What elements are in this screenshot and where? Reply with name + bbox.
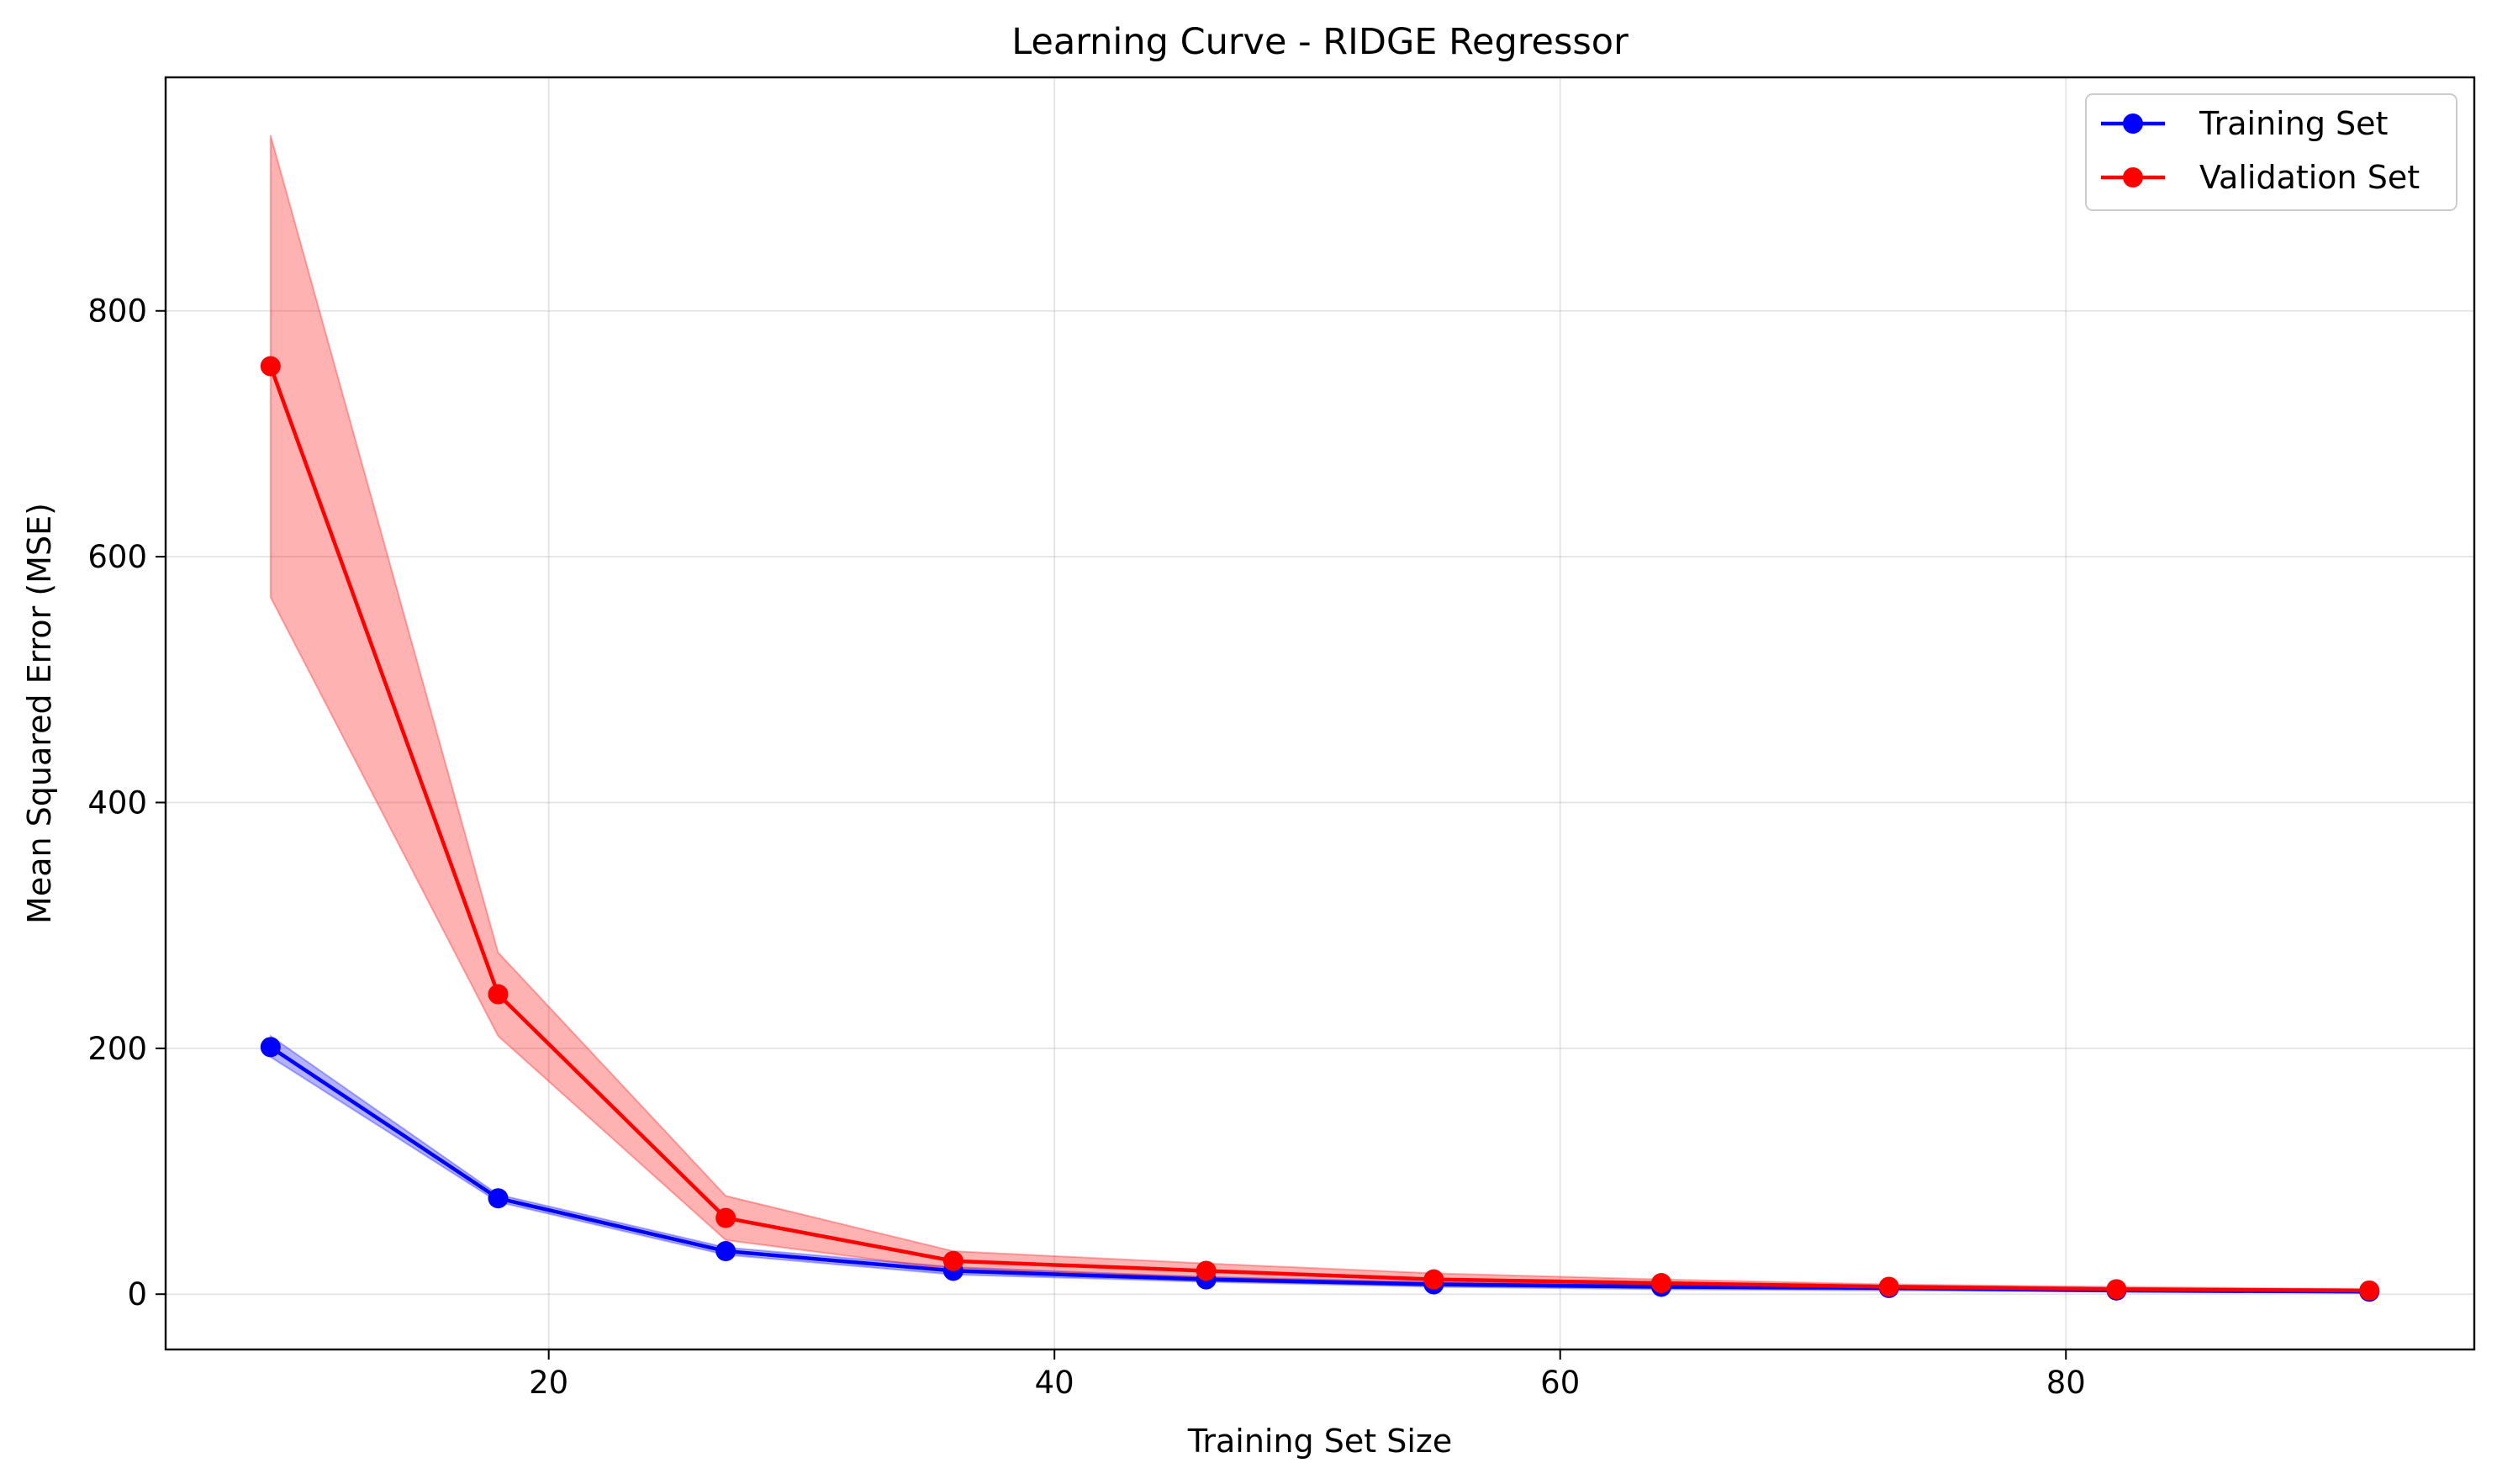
x-tick-label: 40 bbox=[1035, 1365, 1074, 1401]
grid bbox=[166, 77, 2474, 1349]
legend-validation-set-label: Validation Set bbox=[2199, 159, 2420, 196]
validation-set-point bbox=[942, 1250, 963, 1271]
validation-set-point bbox=[488, 984, 509, 1005]
legend-box bbox=[2085, 93, 2457, 211]
training-set-point bbox=[715, 1241, 736, 1262]
training-set-point bbox=[260, 1037, 281, 1058]
x-tick-label: 20 bbox=[529, 1365, 568, 1401]
validation-set-point bbox=[1196, 1260, 1217, 1281]
validation-set-point bbox=[1651, 1273, 1672, 1294]
validation-set-point bbox=[715, 1207, 736, 1228]
validation-set-line bbox=[268, 364, 2372, 1293]
legend-training-set-label: Training Set bbox=[2199, 105, 2388, 142]
training-set-point bbox=[488, 1188, 509, 1209]
validation-set-point bbox=[1878, 1276, 1899, 1297]
validation-set-point bbox=[260, 356, 281, 377]
legend-training-set-marker bbox=[2123, 114, 2143, 134]
legend-validation-set-marker bbox=[2123, 167, 2143, 187]
y-tick-label: 800 bbox=[87, 293, 147, 330]
y-tick-label: 400 bbox=[87, 784, 147, 821]
series-lines bbox=[268, 364, 2372, 1294]
y-axis-label: Mean Squared Error (MSE) bbox=[21, 503, 58, 924]
y-tick-label: 200 bbox=[87, 1031, 147, 1067]
legend: Training Set Validation Set bbox=[2085, 93, 2457, 211]
validation-set-point bbox=[2359, 1280, 2380, 1301]
x-tick-label: 60 bbox=[1540, 1365, 1580, 1401]
validation-set-point bbox=[2106, 1279, 2127, 1300]
y-tick-label: 600 bbox=[87, 539, 147, 575]
validation-set-point bbox=[1423, 1269, 1444, 1290]
series-markers bbox=[260, 356, 2380, 1302]
x-tick-label: 80 bbox=[2046, 1365, 2086, 1401]
x-axis-label: Training Set Size bbox=[1187, 1423, 1453, 1460]
chart-title: Learning Curve - RIDGE Regressor bbox=[1011, 21, 1629, 63]
axes-frame bbox=[164, 76, 2476, 1351]
y-tick-label: 0 bbox=[127, 1276, 147, 1312]
